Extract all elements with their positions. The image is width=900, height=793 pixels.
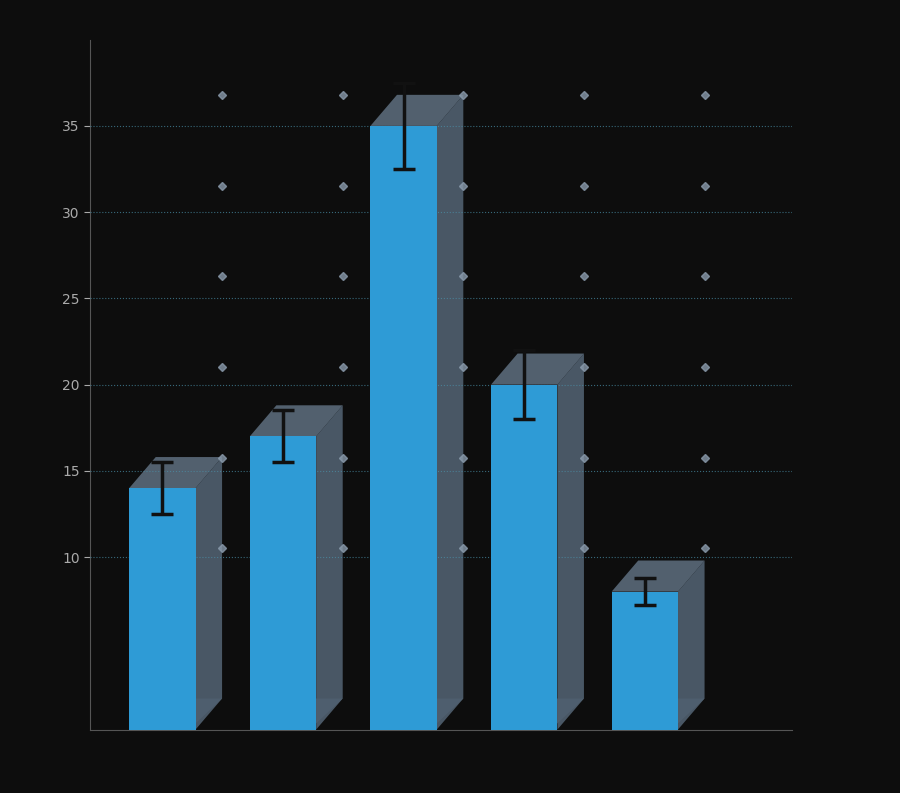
Polygon shape [612,561,705,592]
Polygon shape [371,95,464,126]
Polygon shape [678,561,705,730]
Bar [250,436,316,730]
Polygon shape [195,457,222,730]
Polygon shape [397,699,464,730]
Polygon shape [518,699,584,730]
Bar [371,126,436,730]
Polygon shape [316,405,343,730]
Bar [130,488,195,730]
Bar [612,592,678,730]
Polygon shape [557,354,584,730]
Polygon shape [638,699,705,730]
Polygon shape [436,95,464,730]
Polygon shape [130,457,222,488]
Bar [491,385,557,730]
Polygon shape [156,699,222,730]
Polygon shape [250,405,343,436]
Polygon shape [276,699,343,730]
Polygon shape [491,354,584,385]
